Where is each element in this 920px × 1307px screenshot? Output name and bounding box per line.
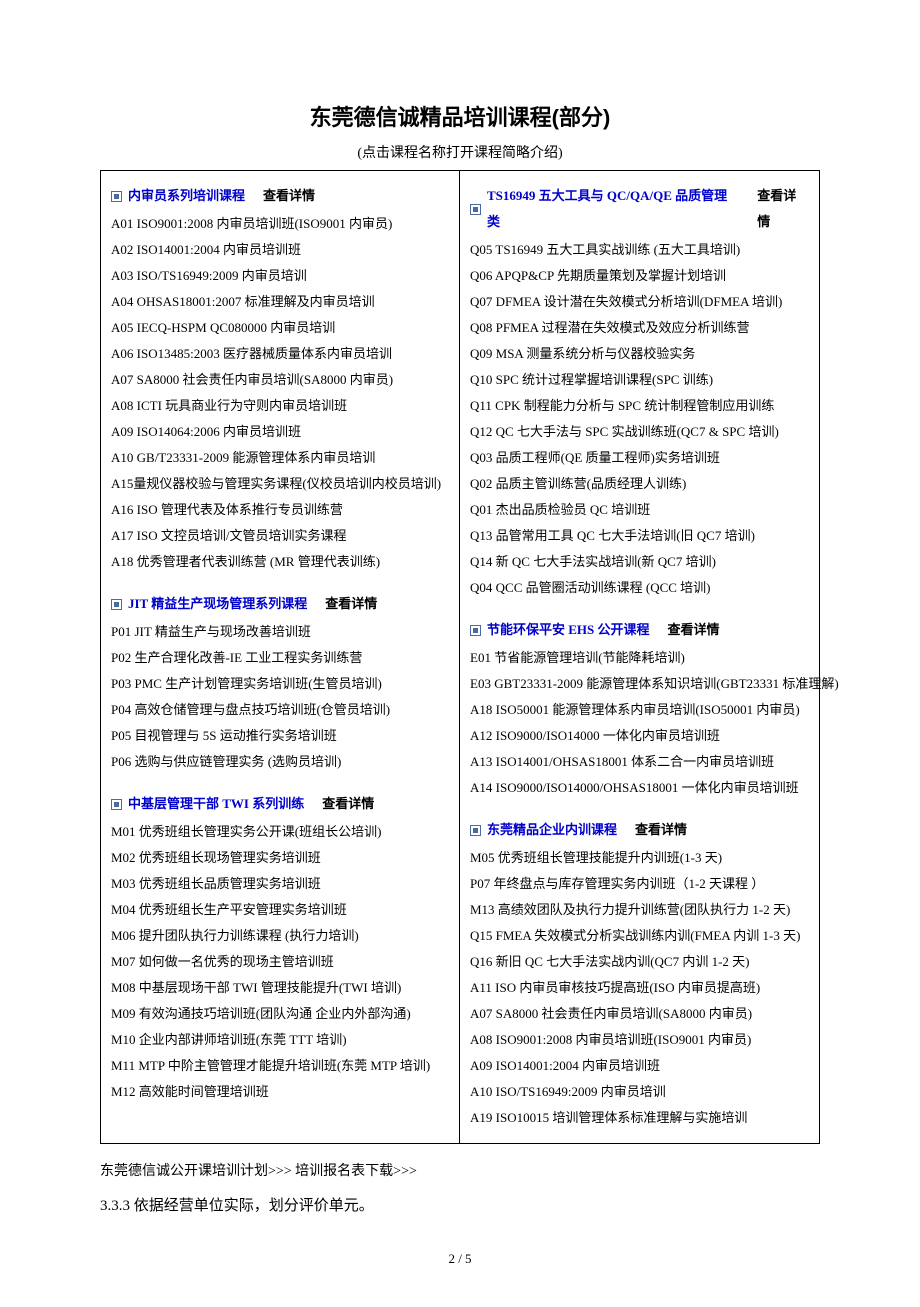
course-item[interactable]: M13 高绩效团队及执行力提升训练营(团队执行力 1-2 天)	[470, 897, 809, 923]
section-title-link[interactable]: 内审员系列培训课程	[128, 183, 245, 209]
section-title-link[interactable]: TS16949 五大工具与 QC/QA/QE 品质管理类	[487, 183, 739, 235]
course-item[interactable]: M06 提升团队执行力训练课程 (执行力培训)	[111, 923, 449, 949]
course-item[interactable]: Q04 QCC 品管圈活动训练课程 (QCC 培训)	[470, 575, 809, 601]
detail-link[interactable]: 查看详情	[757, 183, 809, 235]
detail-link[interactable]: 查看详情	[263, 183, 315, 209]
course-item[interactable]: P04 高效仓储管理与盘点技巧培训班(仓管员培训)	[111, 697, 449, 723]
course-item[interactable]: Q02 品质主管训练营(品质经理人训练)	[470, 471, 809, 497]
course-item[interactable]: A08 ISO9001:2008 内审员培训班(ISO9001 内审员)	[470, 1027, 809, 1053]
course-item[interactable]: A01 ISO9001:2008 内审员培训班(ISO9001 内审员)	[111, 211, 449, 237]
left-column: 内审员系列培训课程查看详情A01 ISO9001:2008 内审员培训班(ISO…	[101, 171, 460, 1143]
course-item[interactable]: E03 GBT23331-2009 能源管理体系知识培训(GBT23331 标准…	[470, 671, 809, 697]
course-item[interactable]: A02 ISO14001:2004 内审员培训班	[111, 237, 449, 263]
course-item[interactable]: A18 ISO50001 能源管理体系内审员培训(ISO50001 内审员)	[470, 697, 809, 723]
bullet-icon	[111, 191, 122, 202]
course-item[interactable]: Q05 TS16949 五大工具实战训练 (五大工具培训)	[470, 237, 809, 263]
course-item[interactable]: M03 优秀班组长品质管理实务培训班	[111, 871, 449, 897]
section-heading: JIT 精益生产现场管理系列课程查看详情	[111, 591, 449, 617]
course-item[interactable]: A04 OHSAS18001:2007 标准理解及内审员培训	[111, 289, 449, 315]
course-item[interactable]: Q13 品管常用工具 QC 七大手法培训(旧 QC7 培训)	[470, 523, 809, 549]
section-heading: TS16949 五大工具与 QC/QA/QE 品质管理类查看详情	[470, 183, 809, 235]
section-heading: 节能环保平安 EHS 公开课程查看详情	[470, 617, 809, 643]
section-spacer	[470, 801, 809, 813]
course-item[interactable]: A17 ISO 文控员培训/文管员培训实务课程	[111, 523, 449, 549]
course-item[interactable]: M11 MTP 中阶主管管理才能提升培训班(东莞 MTP 培训)	[111, 1053, 449, 1079]
right-column: TS16949 五大工具与 QC/QA/QE 品质管理类查看详情Q05 TS16…	[460, 171, 819, 1143]
document-page: 东莞德信诚精品培训课程(部分) (点击课程名称打开课程简略介绍) 内审员系列培训…	[0, 0, 920, 1307]
detail-link[interactable]: 查看详情	[668, 617, 720, 643]
course-item[interactable]: A05 IECQ-HSPM QC080000 内审员培训	[111, 315, 449, 341]
page-title: 东莞德信诚精品培训课程(部分)	[100, 100, 820, 132]
section-title-link[interactable]: 节能环保平安 EHS 公开课程	[487, 617, 650, 643]
page-subtitle: (点击课程名称打开课程简略介绍)	[100, 142, 820, 162]
course-item[interactable]: A18 优秀管理者代表训练营 (MR 管理代表训练)	[111, 549, 449, 575]
course-item[interactable]: M09 有效沟通技巧培训班(团队沟通 企业内外部沟通)	[111, 1001, 449, 1027]
course-item[interactable]: Q08 PFMEA 过程潜在失效模式及效应分析训练营	[470, 315, 809, 341]
course-item[interactable]: Q10 SPC 统计过程掌握培训课程(SPC 训练)	[470, 367, 809, 393]
page-number: 2 / 5	[100, 1251, 820, 1267]
detail-link[interactable]: 查看详情	[322, 791, 374, 817]
course-item[interactable]: A15量规仪器校验与管理实务课程(仪校员培训内校员培训)	[111, 471, 449, 497]
course-item[interactable]: Q06 APQP&CP 先期质量策划及掌握计划培训	[470, 263, 809, 289]
course-item[interactable]: P07 年终盘点与库存管理实务内训班（1-2 天课程 ）	[470, 871, 809, 897]
course-item[interactable]: Q11 CPK 制程能力分析与 SPC 统计制程管制应用训练	[470, 393, 809, 419]
section-heading: 中基层管理干部 TWI 系列训练查看详情	[111, 791, 449, 817]
course-item[interactable]: Q16 新旧 QC 七大手法实战内训(QC7 内训 1-2 天)	[470, 949, 809, 975]
section-title-link[interactable]: JIT 精益生产现场管理系列课程	[128, 591, 307, 617]
course-item[interactable]: P05 目视管理与 5S 运动推行实务培训班	[111, 723, 449, 749]
course-item[interactable]: P03 PMC 生产计划管理实务培训班(生管员培训)	[111, 671, 449, 697]
course-item[interactable]: A14 ISO9000/ISO14000/OHSAS18001 一体化内审员培训…	[470, 775, 809, 801]
course-item[interactable]: Q12 QC 七大手法与 SPC 实战训练班(QC7 & SPC 培训)	[470, 419, 809, 445]
course-item[interactable]: A06 ISO13485:2003 医疗器械质量体系内审员培训	[111, 341, 449, 367]
section-spacer	[470, 601, 809, 613]
course-item[interactable]: M04 优秀班组长生产平安管理实务培训班	[111, 897, 449, 923]
course-item[interactable]: A07 SA8000 社会责任内审员培训(SA8000 内审员)	[470, 1001, 809, 1027]
course-item[interactable]: A09 ISO14001:2004 内审员培训班	[470, 1053, 809, 1079]
course-item[interactable]: E01 节省能源管理培训(节能降耗培训)	[470, 645, 809, 671]
course-item[interactable]: A11 ISO 内审员审核技巧提高班(ISO 内审员提高班)	[470, 975, 809, 1001]
body-paragraph: 3.3.3 依据经营单位实际，划分评价单元。	[100, 1194, 820, 1215]
course-item[interactable]: A10 GB/T23331-2009 能源管理体系内审员培训	[111, 445, 449, 471]
course-item[interactable]: M08 中基层现场干部 TWI 管理技能提升(TWI 培训)	[111, 975, 449, 1001]
course-item[interactable]: Q03 品质工程师(QE 质量工程师)实务培训班	[470, 445, 809, 471]
detail-link[interactable]: 查看详情	[325, 591, 377, 617]
course-item[interactable]: A19 ISO10015 培训管理体系标准理解与实施培训	[470, 1105, 809, 1131]
course-item[interactable]: A07 SA8000 社会责任内审员培训(SA8000 内审员)	[111, 367, 449, 393]
course-item[interactable]: A09 ISO14064:2006 内审员培训班	[111, 419, 449, 445]
course-item[interactable]: P06 选购与供应链管理实务 (选购员培训)	[111, 749, 449, 775]
section-title-link[interactable]: 东莞精品企业内训课程	[487, 817, 617, 843]
course-item[interactable]: M01 优秀班组长管理实务公开课(班组长公培训)	[111, 819, 449, 845]
bullet-icon	[470, 204, 481, 215]
course-item[interactable]: M10 企业内部讲师培训班(东莞 TTT 培训)	[111, 1027, 449, 1053]
detail-link[interactable]: 查看详情	[635, 817, 687, 843]
course-item[interactable]: P02 生产合理化改善-IE 工业工程实务训练营	[111, 645, 449, 671]
course-item[interactable]: A13 ISO14001/OHSAS18001 体系二合一内审员培训班	[470, 749, 809, 775]
course-item[interactable]: M07 如何做一名优秀的现场主管培训班	[111, 949, 449, 975]
course-item[interactable]: Q07 DFMEA 设计潜在失效模式分析培训(DFMEA 培训)	[470, 289, 809, 315]
course-item[interactable]: Q09 MSA 测量系统分析与仪器校验实务	[470, 341, 809, 367]
course-item[interactable]: A08 ICTI 玩具商业行为守则内审员培训班	[111, 393, 449, 419]
section-title-link[interactable]: 中基层管理干部 TWI 系列训练	[128, 791, 304, 817]
course-item[interactable]: P01 JIT 精益生产与现场改善培训班	[111, 619, 449, 645]
bullet-icon	[470, 825, 481, 836]
course-item[interactable]: Q01 杰出品质检验员 QC 培训班	[470, 497, 809, 523]
course-item[interactable]: Q15 FMEA 失效模式分析实战训练内训(FMEA 内训 1-3 天)	[470, 923, 809, 949]
course-item[interactable]: M05 优秀班组长管理技能提升内训班(1-3 天)	[470, 845, 809, 871]
course-item[interactable]: M12 高效能时间管理培训班	[111, 1079, 449, 1105]
section-heading: 内审员系列培训课程查看详情	[111, 183, 449, 209]
course-item[interactable]: A03 ISO/TS16949:2009 内审员培训	[111, 263, 449, 289]
course-item[interactable]: Q14 新 QC 七大手法实战培训(新 QC7 培训)	[470, 549, 809, 575]
bullet-icon	[111, 599, 122, 610]
bottom-links[interactable]: 东莞德信诚公开课培训计划>>> 培训报名表下载>>>	[100, 1160, 820, 1180]
bullet-icon	[470, 625, 481, 636]
section-spacer	[111, 575, 449, 587]
course-item[interactable]: M02 优秀班组长现场管理实务培训班	[111, 845, 449, 871]
course-item[interactable]: A12 ISO9000/ISO14000 一体化内审员培训班	[470, 723, 809, 749]
section-spacer	[111, 775, 449, 787]
bullet-icon	[111, 799, 122, 810]
course-table: 内审员系列培训课程查看详情A01 ISO9001:2008 内审员培训班(ISO…	[100, 170, 820, 1144]
course-item[interactable]: A16 ISO 管理代表及体系推行专员训练营	[111, 497, 449, 523]
course-item[interactable]: A10 ISO/TS16949:2009 内审员培训	[470, 1079, 809, 1105]
section-heading: 东莞精品企业内训课程查看详情	[470, 817, 809, 843]
